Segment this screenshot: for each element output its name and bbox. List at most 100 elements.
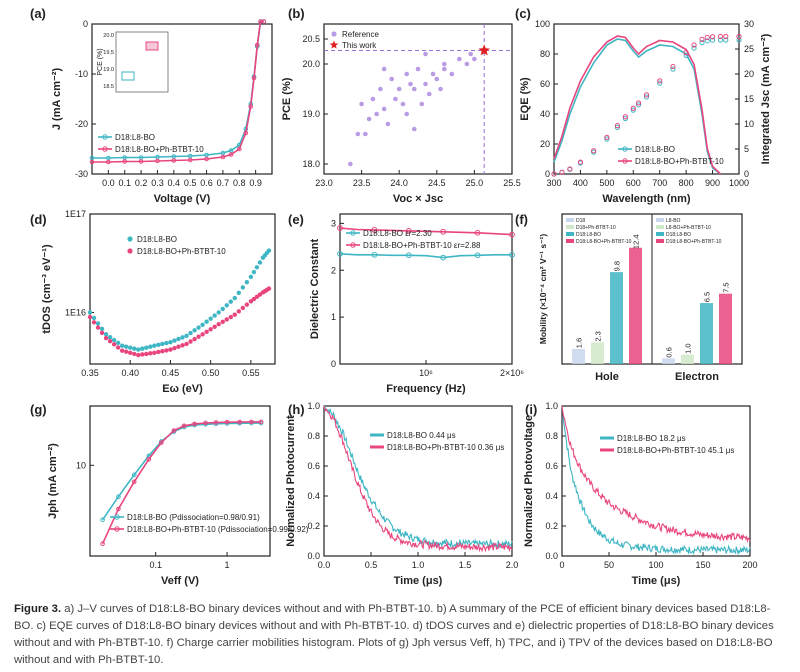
tdos-point: [128, 350, 133, 356]
y-tick-label: 19.0: [302, 109, 320, 119]
tdos-point: [111, 337, 117, 343]
tdos-point: [123, 344, 129, 349]
tdos-point: [115, 345, 121, 350]
x-tick-label: 23.0: [315, 178, 333, 188]
x-axis-label: Voltage (V): [154, 193, 211, 205]
bar-value-label: 0.6: [665, 347, 674, 357]
integrated-jsc-marker: [723, 33, 729, 40]
integrated-jsc-marker: [691, 42, 697, 48]
dielectric-marker: [371, 227, 378, 233]
reference-point: [355, 131, 361, 137]
x-tick-label: 0.1: [149, 560, 162, 570]
legend-label: D18:L8-BO+Ph-BTBT-10 (Pdissociation=0.99…: [127, 525, 309, 534]
integrated-jsc-marker: [635, 100, 642, 106]
tdos-point: [248, 299, 254, 304]
x-tick-label: 0.0: [102, 178, 115, 188]
jph-marker: [237, 419, 242, 425]
y-tick-label: 25: [744, 44, 754, 54]
jph-marker: [100, 541, 105, 546]
x-tick-label: 0.45: [162, 368, 180, 378]
jv-marker: [122, 159, 128, 164]
jph-marker: [159, 440, 164, 445]
reference-point: [370, 96, 376, 102]
mobility-bar: [629, 247, 642, 364]
tdos-point: [200, 332, 205, 337]
integrated-jsc-marker: [691, 45, 697, 51]
integrated-jsc-marker: [699, 40, 705, 46]
decay-curve: [561, 405, 751, 544]
panel-label: (b): [288, 6, 305, 21]
integrated-jsc-marker: [643, 92, 650, 98]
x-tick-label: 300: [546, 178, 561, 188]
integrated-jsc-marker: [630, 107, 636, 113]
legend-label: This work: [342, 41, 377, 50]
integrated-jsc-marker: [736, 33, 742, 40]
integrated-jsc-marker: [709, 34, 716, 40]
y-axis-label: EQE (%): [519, 77, 531, 121]
panel-label: (d): [30, 212, 47, 227]
mobility-bar: [700, 303, 713, 364]
jph-marker: [116, 494, 121, 499]
y-tick-label: 10: [76, 460, 86, 470]
y-tick-label: 0: [83, 19, 88, 29]
inset-tick-label: 18.5: [103, 84, 114, 90]
x-tick-label: 800: [679, 178, 694, 188]
legend-marker: [622, 146, 628, 152]
jv-marker: [106, 159, 111, 165]
tdos-point: [176, 344, 181, 349]
y-tick-label: -30: [75, 169, 88, 179]
legend-swatch: [656, 218, 664, 222]
tdos-point: [251, 296, 257, 302]
plot-frame: [323, 405, 513, 557]
inset-tick-label: 19.5: [103, 50, 114, 56]
y-tick-label: 0: [331, 359, 336, 369]
y-tick-label: 3: [331, 218, 336, 228]
tdos-point: [224, 303, 229, 308]
jph-marker: [131, 472, 137, 478]
x-axis-label: Time (μs): [632, 575, 681, 587]
jph-marker: [258, 419, 264, 425]
integrated-jsc-marker: [699, 36, 705, 42]
jph-marker: [181, 423, 187, 429]
tdos-point: [240, 285, 246, 290]
x-tick-label: 25.0: [466, 178, 484, 188]
x-axis-label: Veff (V): [161, 575, 199, 587]
tdos-point: [240, 305, 246, 311]
x-tick-label: 600: [626, 178, 641, 188]
y-tick-label: 0: [744, 169, 749, 179]
reference-point: [423, 51, 428, 57]
panel-label: (i): [525, 402, 537, 417]
tdos-point: [140, 346, 145, 351]
tdos-point: [136, 352, 141, 358]
legend-marker: [350, 242, 356, 248]
x-tick-label: 0.7: [217, 178, 230, 188]
reference-point: [378, 86, 383, 92]
panel-label: (g): [30, 402, 47, 417]
x-tick-label: 0: [559, 560, 564, 570]
y-tick-label: 1.0: [307, 401, 320, 411]
tdos-point: [208, 316, 213, 321]
tdos-point: [99, 326, 105, 332]
x-tick-label: 23.5: [353, 178, 371, 188]
x-tick-label: 25.5: [503, 178, 521, 188]
integrated-jsc-marker: [604, 134, 610, 140]
reference-point: [419, 101, 425, 107]
panel-e: (e) 10⁶ 2×10⁶ 0 1 2 3 Frequency (Hz) Dielectric …: [288, 212, 524, 395]
panel-h: (h) 0.0 0.5 1.0 1.5 2.0 0.0 0.2 0.4 0.6 0.8 1.0 Time…: [285, 401, 518, 587]
legend-marker: [331, 31, 337, 37]
tdos-point: [196, 334, 201, 339]
tdos-point: [91, 315, 97, 321]
y-tick-label: 0.8: [545, 431, 558, 441]
tdos-point: [220, 306, 225, 312]
y2-axis-label: Integrated Jsc (mA cm⁻²): [760, 33, 772, 164]
x-tick-label: 0.4: [168, 178, 181, 188]
panel-i: (i) 0 50 100 150 200 0.0 0.2 0.4 0.6 0.8 1.0 Time (μ…: [523, 401, 758, 587]
x-tick-label: 0.55: [242, 368, 260, 378]
jph-marker: [146, 457, 152, 462]
jv-marker: [248, 104, 254, 109]
tdos-point: [180, 343, 185, 348]
tdos-point: [115, 340, 121, 346]
x-tick-label: 10⁶: [419, 368, 433, 378]
decay-curve: [323, 405, 513, 550]
panel-d: (d) 0.35 0.40 0.45 0.50 0.55 1E17 1E16 Eω (eV) tD…: [30, 209, 276, 395]
